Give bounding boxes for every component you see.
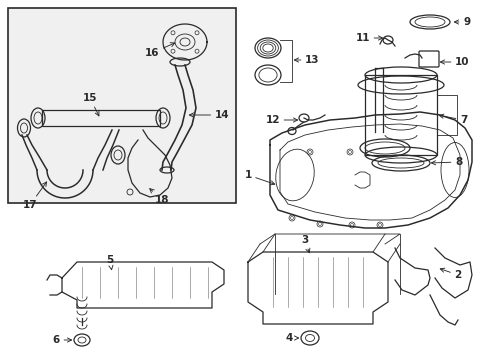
Text: 2: 2 [439,268,461,280]
Text: 5: 5 [106,255,113,270]
Text: 16: 16 [144,43,174,58]
Text: 8: 8 [430,157,461,167]
Text: 9: 9 [453,17,469,27]
Text: 7: 7 [438,114,467,125]
Bar [8,8,236,203]
Text: 17: 17 [22,182,46,210]
Text: 18: 18 [149,189,169,205]
Text: 4: 4 [285,333,298,343]
Text: 11: 11 [355,33,382,43]
Text: 1: 1 [244,170,274,185]
Text: 6: 6 [53,335,71,345]
Bar [42,110,160,126]
Text: 10: 10 [440,57,468,67]
Text: 15: 15 [82,93,99,116]
Bar [364,75,436,155]
Text: 12: 12 [265,115,297,125]
Text: 13: 13 [294,55,319,65]
Text: 3: 3 [301,235,309,253]
Text: 14: 14 [189,110,229,120]
